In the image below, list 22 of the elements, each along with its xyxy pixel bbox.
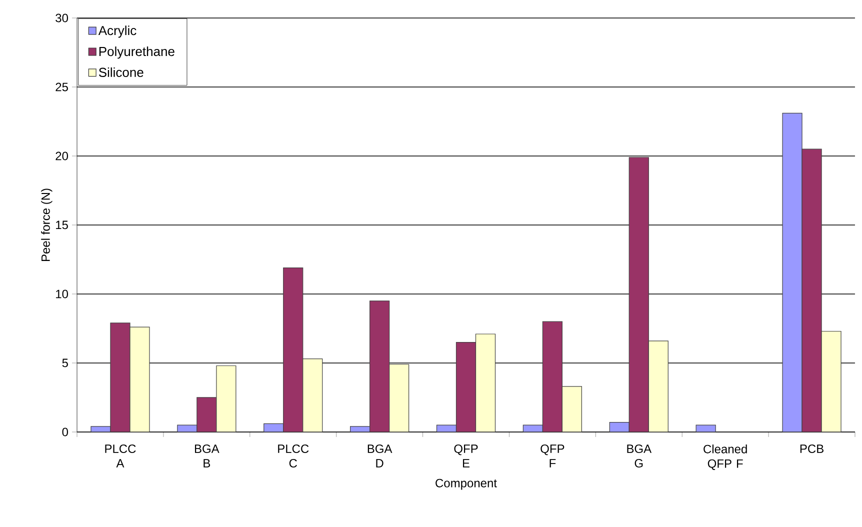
x-tick-label: BGA B (194, 444, 220, 468)
x-axis-title: Component (436, 478, 497, 490)
bar (696, 424, 716, 432)
y-tick-label: 5 (62, 358, 68, 368)
legend-label: Polyurethane (99, 46, 174, 59)
x-tick-label: PLCC A (105, 444, 136, 468)
x-tick-label: PLCC C (278, 444, 309, 468)
y-tick-label: 15 (56, 220, 68, 230)
y-tick-label: 10 (56, 290, 68, 298)
x-tick-label: QFP F (540, 444, 564, 468)
x-tick-label: BGA D (368, 444, 392, 468)
legend-label: Acrylic (98, 26, 136, 38)
y-tick-label: 30 (56, 14, 68, 22)
x-tick-label: QFP E (454, 444, 478, 468)
y-tick-label: 0 (62, 428, 68, 436)
y-axis-title: Peel force (N) (41, 188, 52, 262)
x-tick-label: BGA G (627, 444, 652, 468)
y-tick-label: 25 (56, 82, 68, 92)
x-tick-label: Cleaned QFP F (704, 444, 747, 470)
y-tick-label: 20 (56, 152, 68, 160)
legend-label: Silicone (98, 67, 144, 77)
x-tick-label: PCB (800, 444, 824, 454)
